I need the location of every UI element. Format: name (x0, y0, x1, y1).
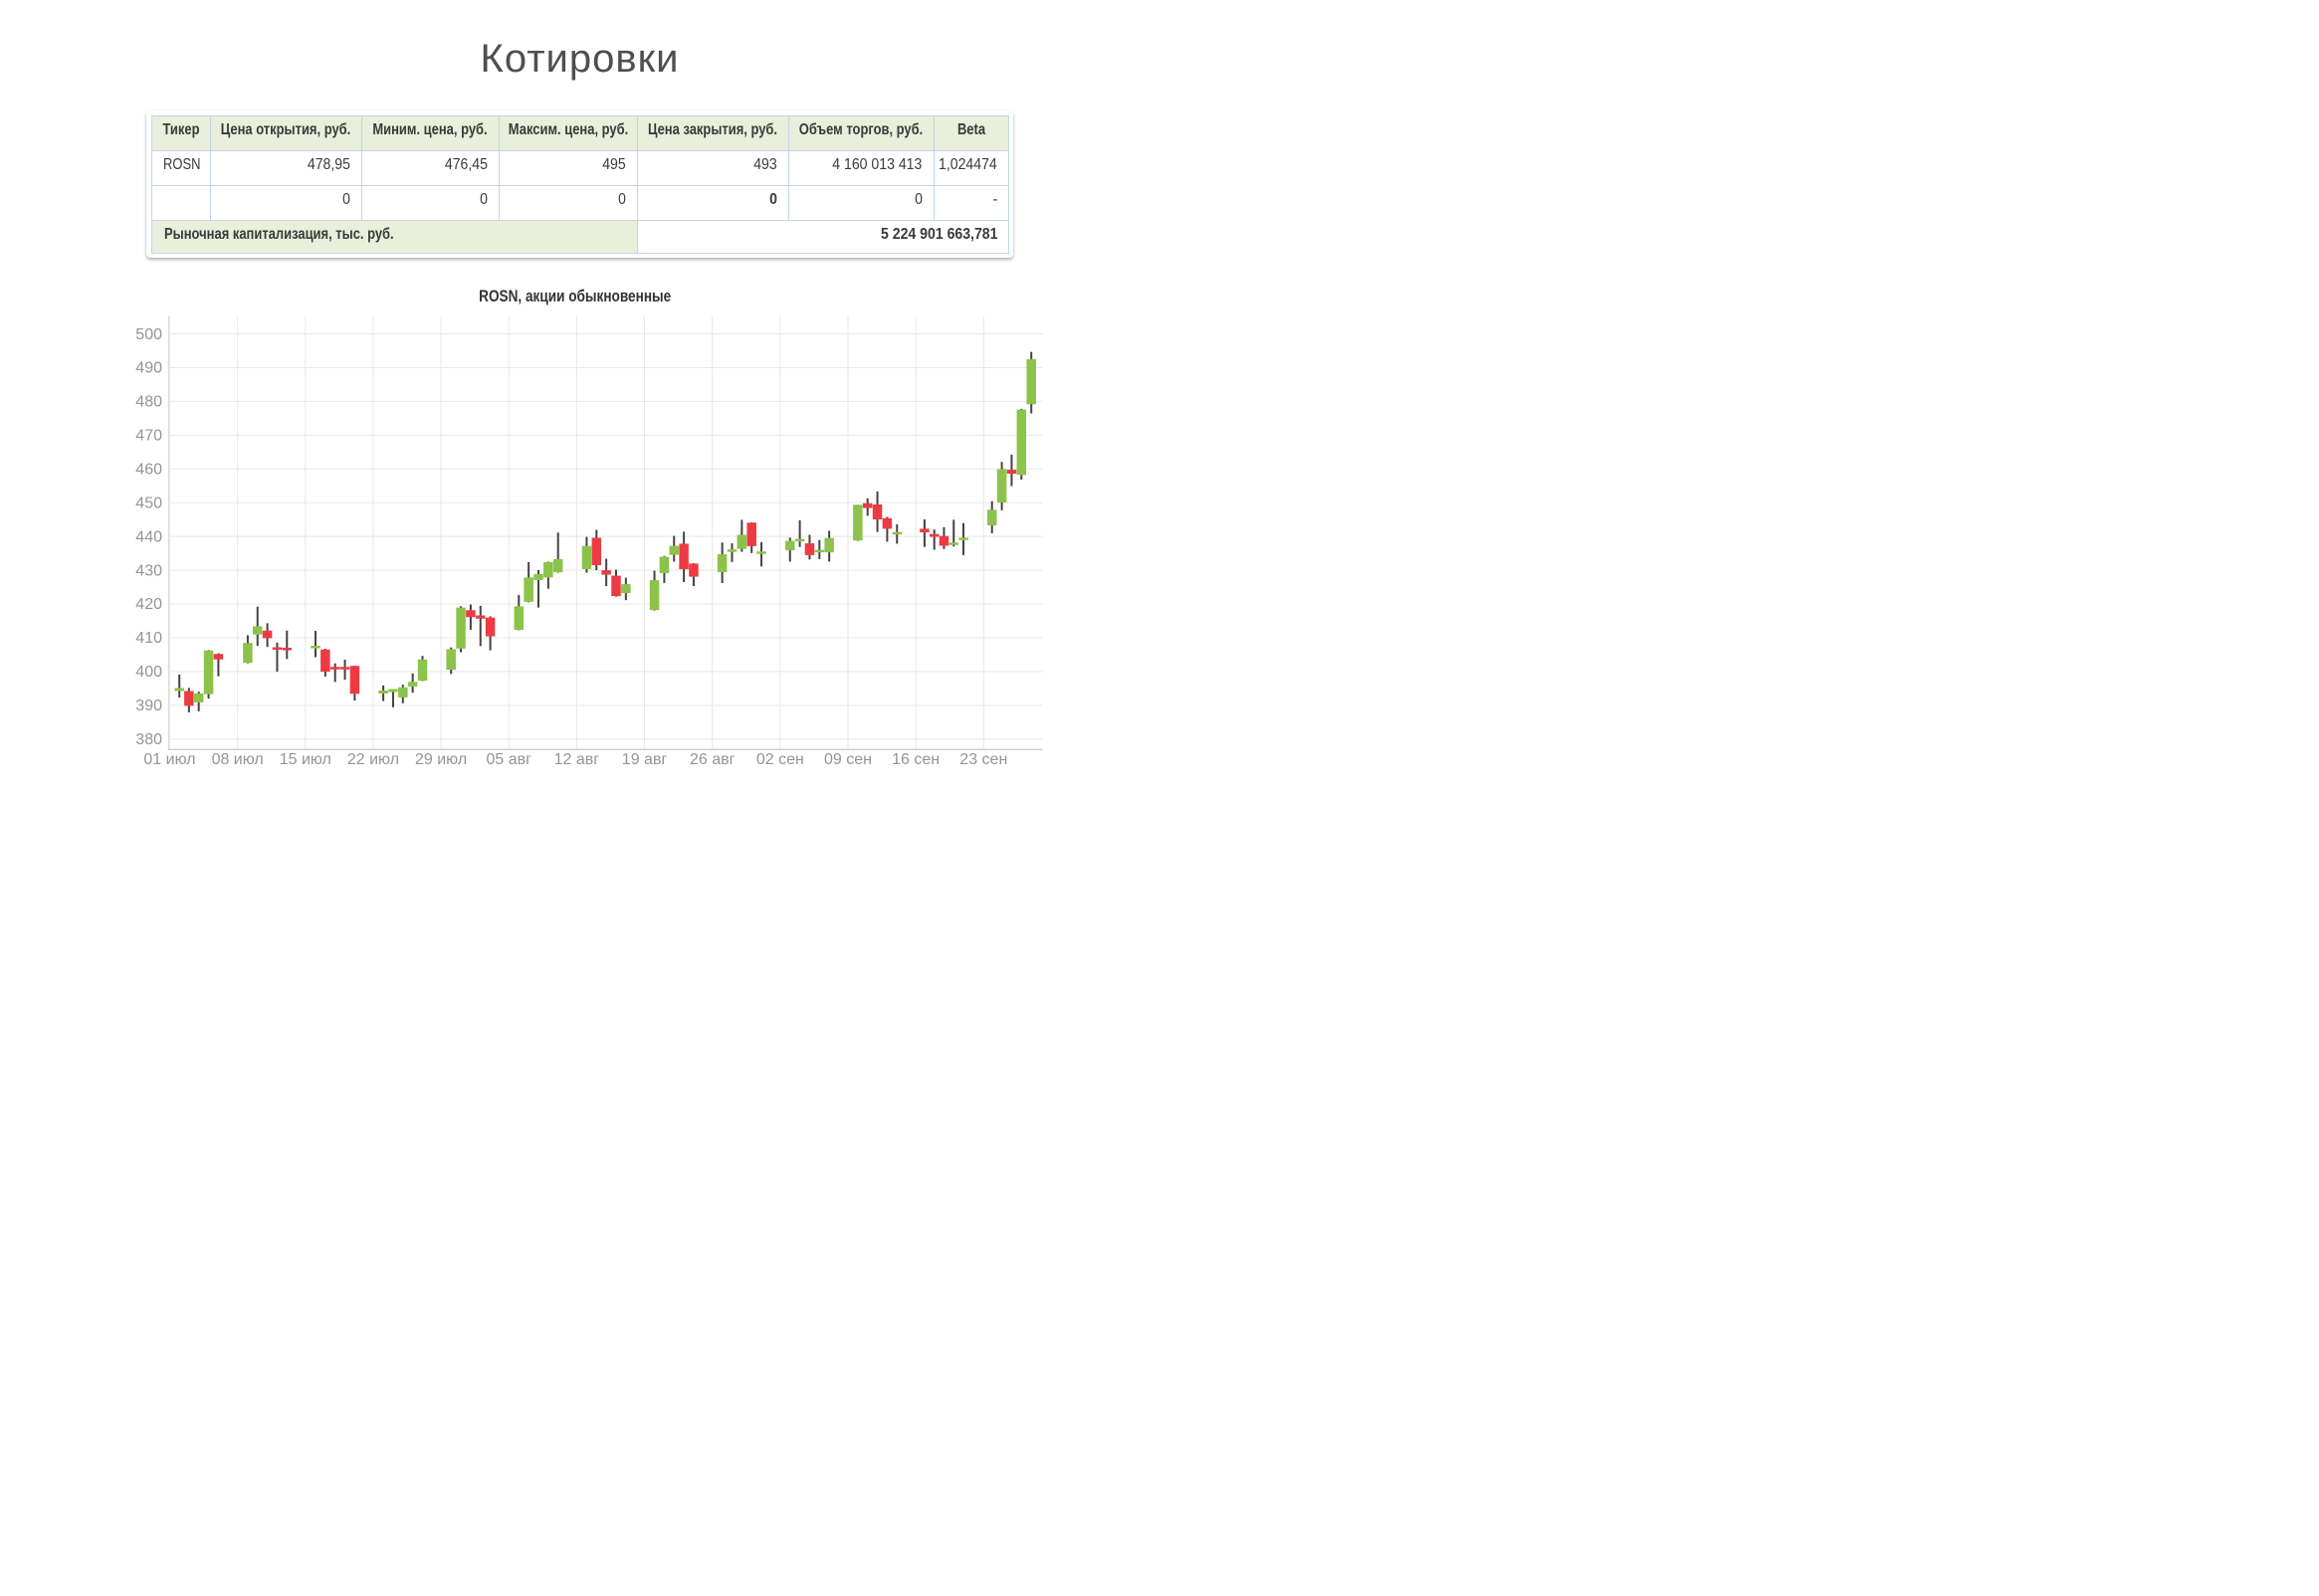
svg-text:02 сен: 02 сен (756, 751, 804, 768)
svg-text:12 авг: 12 авг (554, 751, 600, 768)
svg-text:09 сен: 09 сен (824, 751, 872, 768)
svg-text:420: 420 (135, 596, 162, 613)
svg-text:440: 440 (135, 528, 162, 545)
svg-text:15 июл: 15 июл (280, 751, 331, 768)
svg-text:19 авг: 19 авг (622, 751, 668, 768)
svg-text:480: 480 (135, 394, 162, 411)
svg-text:460: 460 (135, 461, 162, 478)
svg-text:470: 470 (135, 428, 162, 445)
svg-text:430: 430 (135, 562, 162, 579)
svg-text:01 июл: 01 июл (143, 751, 195, 768)
svg-text:26 авг: 26 авг (690, 751, 736, 768)
svg-text:23 сен: 23 сен (959, 751, 1007, 768)
svg-text:410: 410 (135, 630, 162, 647)
svg-text:400: 400 (135, 664, 162, 681)
svg-text:490: 490 (135, 360, 162, 377)
svg-text:05 авг: 05 авг (487, 751, 532, 768)
svg-text:08 июл: 08 июл (212, 751, 264, 768)
svg-text:22 июл: 22 июл (347, 751, 399, 768)
svg-text:450: 450 (135, 495, 162, 511)
svg-text:390: 390 (135, 698, 162, 714)
svg-text:29 июл: 29 июл (415, 751, 467, 768)
svg-text:500: 500 (135, 326, 162, 343)
svg-text:380: 380 (135, 731, 162, 748)
svg-text:16 сен: 16 сен (892, 751, 940, 768)
